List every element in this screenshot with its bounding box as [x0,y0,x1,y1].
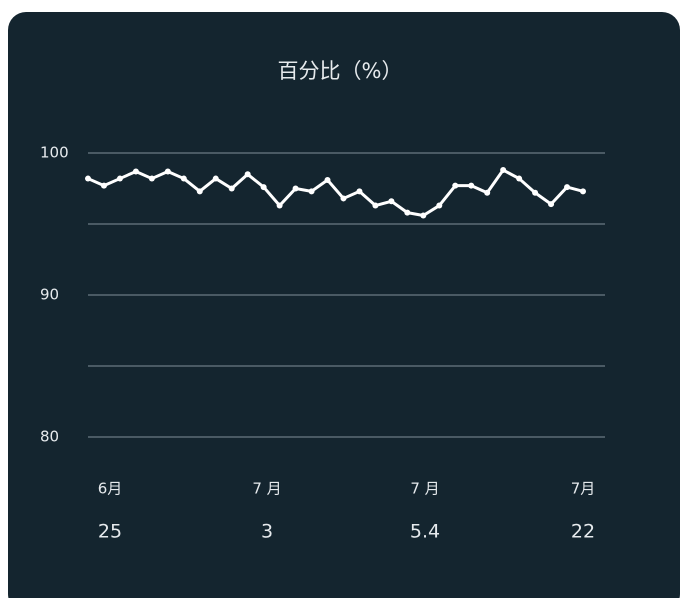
data-point [212,175,219,182]
data-point [500,167,507,174]
data-point [244,171,251,178]
data-point [324,176,331,183]
data-point [308,188,315,195]
x-label-month: 7 月 [410,480,439,498]
x-label-day: 25 [98,521,122,543]
card [8,12,680,602]
data-point [516,175,523,182]
data-point [452,182,459,189]
data-point [388,198,395,205]
data-point [404,209,411,216]
x-label-day: 22 [571,521,595,543]
data-point [196,188,203,195]
y-tick-label: 80 [40,428,59,446]
data-point [292,185,299,192]
data-point [85,175,91,182]
data-point [564,184,571,191]
y-tick-label: 90 [40,286,59,304]
data-point [116,175,123,182]
data-point [164,168,171,175]
x-label-month: 6月 [98,480,123,498]
data-point [180,175,187,182]
data-point [372,202,379,209]
data-point [532,189,539,196]
data-point [548,201,555,208]
data-point [436,202,443,209]
data-point [276,202,283,209]
data-point [132,168,139,175]
data-point [148,175,155,182]
x-label-month: 7 月 [252,480,281,498]
x-label-month: 7月 [571,480,596,498]
data-point [356,188,363,195]
data-point [260,184,267,191]
x-label-day: 5.4 [410,521,440,543]
x-label-day: 3 [261,521,273,543]
data-point [484,189,491,196]
data-point [420,212,427,219]
data-point [340,195,347,202]
data-point [228,185,235,192]
data-point [468,182,475,189]
y-tick-label: 100 [40,144,69,162]
data-point [580,188,586,195]
data-point [100,182,107,189]
chart-title: 百分比（%） [278,59,403,83]
